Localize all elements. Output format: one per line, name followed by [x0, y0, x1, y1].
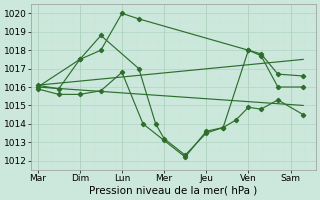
X-axis label: Pression niveau de la mer( hPa ): Pression niveau de la mer( hPa ): [90, 186, 258, 196]
